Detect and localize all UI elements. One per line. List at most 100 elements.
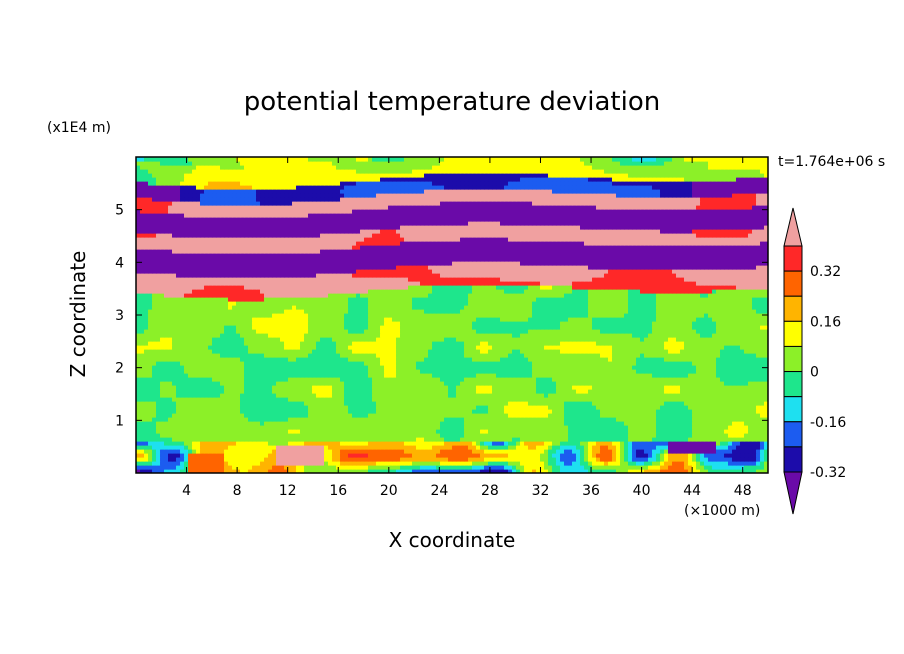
contour-cell <box>160 409 165 414</box>
contour-cell <box>764 377 768 382</box>
contour-cell <box>704 421 709 426</box>
contour-cell <box>268 393 273 398</box>
contour-cell <box>552 377 557 382</box>
contour-cell <box>604 369 609 374</box>
time-label: t=1.764e+06 s <box>778 154 886 170</box>
contour-cell <box>556 401 561 406</box>
contour-cell <box>232 469 237 473</box>
contour-cell <box>276 389 281 394</box>
contour-cell <box>348 357 353 362</box>
contour-cell <box>260 413 265 418</box>
contour-cell <box>252 377 257 382</box>
contour-cell <box>612 361 617 366</box>
contour-cell <box>728 433 733 438</box>
contour-cell <box>560 385 565 390</box>
contour-cell <box>244 357 249 362</box>
contour-cell <box>548 449 553 454</box>
contour-cell <box>300 345 305 350</box>
contour-cell <box>328 369 333 374</box>
contour-cell <box>512 369 517 374</box>
contour-cell <box>236 457 241 462</box>
contour-cell <box>316 365 321 370</box>
contour-cell <box>728 429 733 434</box>
contour-cell <box>692 373 697 378</box>
contour-cell <box>224 385 229 390</box>
contour-cell <box>688 405 693 410</box>
contour-cell <box>464 429 469 434</box>
contour-cell <box>720 453 725 458</box>
contour-cell <box>332 425 337 430</box>
contour-cell <box>392 469 397 473</box>
contour-cell <box>564 421 569 426</box>
contour-cell <box>372 453 377 458</box>
contour-cell <box>636 401 641 406</box>
contour-cell <box>748 461 753 466</box>
contour-cell <box>264 437 269 442</box>
contour-cell <box>752 441 757 446</box>
contour-cell <box>588 397 593 402</box>
contour-cell <box>348 397 353 402</box>
contour-cell <box>280 365 285 370</box>
contour-cell <box>724 361 729 366</box>
contour-cell <box>196 377 201 382</box>
contour-cell <box>208 469 213 473</box>
contour-cell <box>220 417 225 422</box>
contour-cell <box>500 389 505 394</box>
contour-cell <box>228 365 233 370</box>
contour-cell <box>304 345 309 350</box>
contour-cell <box>192 409 197 414</box>
contour-cell <box>260 409 265 414</box>
contour-cell <box>456 437 461 442</box>
contour-cell <box>232 345 237 350</box>
contour-cell <box>148 349 153 354</box>
contour-cell <box>552 449 557 454</box>
contour-cell <box>288 461 293 466</box>
contour-cell <box>520 373 525 378</box>
contour-cell <box>432 465 437 470</box>
contour-cell <box>656 441 661 446</box>
contour-cell <box>760 449 765 454</box>
contour-cell <box>532 433 537 438</box>
contour-cell <box>572 429 577 434</box>
contour-cell <box>296 365 301 370</box>
contour-cell <box>276 437 281 442</box>
contour-cell <box>420 417 425 422</box>
contour-cell <box>556 357 561 362</box>
contour-cell <box>708 433 713 438</box>
contour-cell <box>528 377 533 382</box>
contour-cell <box>280 349 285 354</box>
contour-cell <box>424 437 429 442</box>
contour-cell <box>228 385 233 390</box>
contour-cell <box>172 365 177 370</box>
contour-cell <box>412 361 417 366</box>
contour-cell <box>456 397 461 402</box>
contour-cell <box>384 425 389 430</box>
contour-cell <box>552 365 557 370</box>
contour-cell <box>308 417 313 422</box>
contour-cell <box>184 449 189 454</box>
contour-cell <box>720 461 725 466</box>
contour-cell <box>164 453 169 458</box>
contour-cell <box>324 353 329 358</box>
contour-cell <box>448 465 453 470</box>
contour-cell <box>536 429 541 434</box>
contour-cell <box>672 421 677 426</box>
contour-cell <box>524 421 529 426</box>
contour-cell <box>180 405 185 410</box>
contour-cell <box>588 381 593 386</box>
contour-cell <box>644 389 649 394</box>
contour-cell <box>460 409 465 414</box>
contour-cell <box>256 417 261 422</box>
contour-cell <box>664 457 669 462</box>
contour-cell <box>592 449 597 454</box>
contour-cell <box>760 361 765 366</box>
contour-cell <box>140 417 145 422</box>
contour-cell <box>248 385 253 390</box>
contour-cell <box>332 381 337 386</box>
contour-cell <box>324 453 329 458</box>
contour-cell <box>576 409 581 414</box>
contour-cell <box>344 353 349 358</box>
contour-cell <box>452 445 457 450</box>
contour-cell <box>380 345 385 350</box>
contour-cell <box>484 369 489 374</box>
